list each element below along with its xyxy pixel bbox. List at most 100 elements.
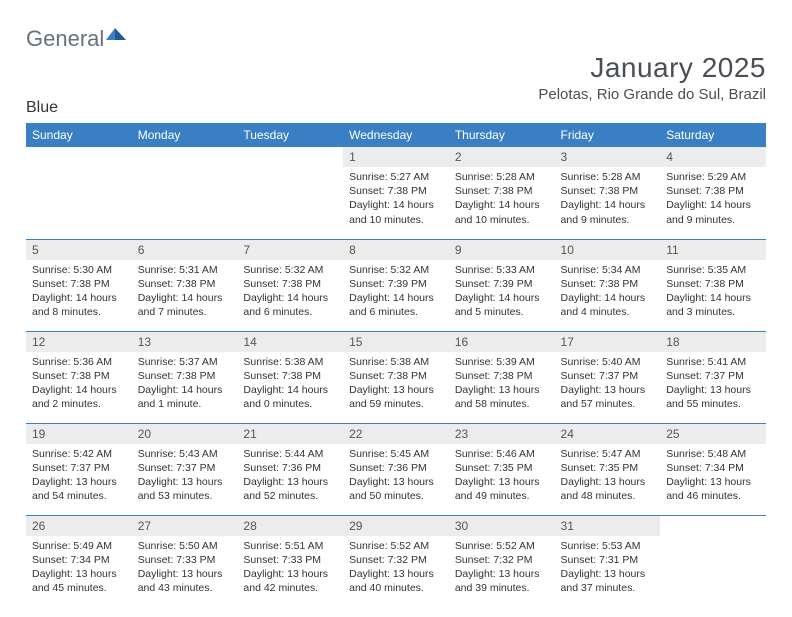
weekday-header: Wednesday [343, 123, 449, 147]
day-number: 26 [26, 516, 132, 536]
weekday-header: Saturday [660, 123, 766, 147]
day-details: Sunrise: 5:32 AMSunset: 7:39 PMDaylight:… [343, 260, 449, 324]
weekday-header-row: Sunday Monday Tuesday Wednesday Thursday… [26, 123, 766, 147]
day-details: Sunrise: 5:47 AMSunset: 7:35 PMDaylight:… [555, 444, 661, 508]
day-number: 1 [343, 147, 449, 167]
day-number: 3 [555, 147, 661, 167]
day-number: 19 [26, 424, 132, 444]
day-number: 15 [343, 332, 449, 352]
calendar-day-cell: . [26, 147, 132, 239]
day-number: 2 [449, 147, 555, 167]
day-details: Sunrise: 5:34 AMSunset: 7:38 PMDaylight:… [555, 260, 661, 324]
calendar-week-row: 19Sunrise: 5:42 AMSunset: 7:37 PMDayligh… [26, 423, 766, 515]
calendar-day-cell: 14Sunrise: 5:38 AMSunset: 7:38 PMDayligh… [237, 331, 343, 423]
day-details: Sunrise: 5:52 AMSunset: 7:32 PMDaylight:… [449, 536, 555, 600]
calendar-week-row: 5Sunrise: 5:30 AMSunset: 7:38 PMDaylight… [26, 239, 766, 331]
day-details: Sunrise: 5:32 AMSunset: 7:38 PMDaylight:… [237, 260, 343, 324]
calendar-day-cell: 2Sunrise: 5:28 AMSunset: 7:38 PMDaylight… [449, 147, 555, 239]
day-number: 4 [660, 147, 766, 167]
calendar-day-cell: 18Sunrise: 5:41 AMSunset: 7:37 PMDayligh… [660, 331, 766, 423]
calendar-day-cell: 27Sunrise: 5:50 AMSunset: 7:33 PMDayligh… [132, 515, 238, 607]
day-details: Sunrise: 5:50 AMSunset: 7:33 PMDaylight:… [132, 536, 238, 600]
month-title: January 2025 [26, 52, 766, 84]
day-number: 18 [660, 332, 766, 352]
day-details: Sunrise: 5:38 AMSunset: 7:38 PMDaylight:… [237, 352, 343, 416]
day-details: Sunrise: 5:29 AMSunset: 7:38 PMDaylight:… [660, 167, 766, 231]
day-details: Sunrise: 5:48 AMSunset: 7:34 PMDaylight:… [660, 444, 766, 508]
calendar-day-cell: 5Sunrise: 5:30 AMSunset: 7:38 PMDaylight… [26, 239, 132, 331]
calendar-day-cell: 15Sunrise: 5:38 AMSunset: 7:38 PMDayligh… [343, 331, 449, 423]
day-number: 8 [343, 240, 449, 260]
calendar-day-cell: 30Sunrise: 5:52 AMSunset: 7:32 PMDayligh… [449, 515, 555, 607]
day-number: 5 [26, 240, 132, 260]
day-details: Sunrise: 5:40 AMSunset: 7:37 PMDaylight:… [555, 352, 661, 416]
day-number: 10 [555, 240, 661, 260]
day-number: 24 [555, 424, 661, 444]
calendar-day-cell: 4Sunrise: 5:29 AMSunset: 7:38 PMDaylight… [660, 147, 766, 239]
calendar-day-cell: 13Sunrise: 5:37 AMSunset: 7:38 PMDayligh… [132, 331, 238, 423]
day-details: Sunrise: 5:35 AMSunset: 7:38 PMDaylight:… [660, 260, 766, 324]
day-details: Sunrise: 5:53 AMSunset: 7:31 PMDaylight:… [555, 536, 661, 600]
calendar-day-cell: 29Sunrise: 5:52 AMSunset: 7:32 PMDayligh… [343, 515, 449, 607]
weekday-header: Tuesday [237, 123, 343, 147]
calendar-day-cell: 23Sunrise: 5:46 AMSunset: 7:35 PMDayligh… [449, 423, 555, 515]
day-details: Sunrise: 5:43 AMSunset: 7:37 PMDaylight:… [132, 444, 238, 508]
calendar-table: Sunday Monday Tuesday Wednesday Thursday… [26, 123, 766, 607]
day-number: 7 [237, 240, 343, 260]
calendar-day-cell: 20Sunrise: 5:43 AMSunset: 7:37 PMDayligh… [132, 423, 238, 515]
day-details: Sunrise: 5:42 AMSunset: 7:37 PMDaylight:… [26, 444, 132, 508]
day-details: Sunrise: 5:27 AMSunset: 7:38 PMDaylight:… [343, 167, 449, 231]
day-details: Sunrise: 5:28 AMSunset: 7:38 PMDaylight:… [449, 167, 555, 231]
calendar-day-cell: 24Sunrise: 5:47 AMSunset: 7:35 PMDayligh… [555, 423, 661, 515]
title-block: January 2025 Pelotas, Rio Grande do Sul,… [26, 52, 766, 103]
day-number: 22 [343, 424, 449, 444]
calendar-day-cell: 19Sunrise: 5:42 AMSunset: 7:37 PMDayligh… [26, 423, 132, 515]
calendar-day-cell: 7Sunrise: 5:32 AMSunset: 7:38 PMDaylight… [237, 239, 343, 331]
calendar-day-cell: . [660, 515, 766, 607]
day-number: 14 [237, 332, 343, 352]
calendar-week-row: . . . 1Sunrise: 5:27 AMSunset: 7:38 PMDa… [26, 147, 766, 239]
calendar-week-row: 26Sunrise: 5:49 AMSunset: 7:34 PMDayligh… [26, 515, 766, 607]
calendar-day-cell: 25Sunrise: 5:48 AMSunset: 7:34 PMDayligh… [660, 423, 766, 515]
weekday-header: Sunday [26, 123, 132, 147]
calendar-day-cell: 26Sunrise: 5:49 AMSunset: 7:34 PMDayligh… [26, 515, 132, 607]
calendar-day-cell: 16Sunrise: 5:39 AMSunset: 7:38 PMDayligh… [449, 331, 555, 423]
day-number: 25 [660, 424, 766, 444]
calendar-day-cell: 17Sunrise: 5:40 AMSunset: 7:37 PMDayligh… [555, 331, 661, 423]
day-details: Sunrise: 5:37 AMSunset: 7:38 PMDaylight:… [132, 352, 238, 416]
weekday-header: Friday [555, 123, 661, 147]
calendar-day-cell: 12Sunrise: 5:36 AMSunset: 7:38 PMDayligh… [26, 331, 132, 423]
day-number: 11 [660, 240, 766, 260]
day-details: Sunrise: 5:45 AMSunset: 7:36 PMDaylight:… [343, 444, 449, 508]
day-number: 6 [132, 240, 238, 260]
day-details: Sunrise: 5:31 AMSunset: 7:38 PMDaylight:… [132, 260, 238, 324]
calendar-day-cell: 31Sunrise: 5:53 AMSunset: 7:31 PMDayligh… [555, 515, 661, 607]
day-number: 29 [343, 516, 449, 536]
day-number: 28 [237, 516, 343, 536]
day-details: Sunrise: 5:41 AMSunset: 7:37 PMDaylight:… [660, 352, 766, 416]
calendar-page: General January 2025 Pelotas, Rio Grande… [0, 0, 792, 617]
calendar-day-cell: 10Sunrise: 5:34 AMSunset: 7:38 PMDayligh… [555, 239, 661, 331]
day-details: Sunrise: 5:46 AMSunset: 7:35 PMDaylight:… [449, 444, 555, 508]
calendar-day-cell: 28Sunrise: 5:51 AMSunset: 7:33 PMDayligh… [237, 515, 343, 607]
day-details: Sunrise: 5:30 AMSunset: 7:38 PMDaylight:… [26, 260, 132, 324]
day-details: Sunrise: 5:38 AMSunset: 7:38 PMDaylight:… [343, 352, 449, 416]
weekday-header: Monday [132, 123, 238, 147]
day-number: 16 [449, 332, 555, 352]
day-number: 23 [449, 424, 555, 444]
logo: General [26, 26, 766, 52]
calendar-day-cell: 11Sunrise: 5:35 AMSunset: 7:38 PMDayligh… [660, 239, 766, 331]
calendar-day-cell: 9Sunrise: 5:33 AMSunset: 7:39 PMDaylight… [449, 239, 555, 331]
header: General January 2025 Pelotas, Rio Grande… [26, 26, 766, 117]
calendar-day-cell: 3Sunrise: 5:28 AMSunset: 7:38 PMDaylight… [555, 147, 661, 239]
logo-mark-icon [106, 20, 126, 34]
weekday-header: Thursday [449, 123, 555, 147]
calendar-day-cell: 8Sunrise: 5:32 AMSunset: 7:39 PMDaylight… [343, 239, 449, 331]
day-details: Sunrise: 5:49 AMSunset: 7:34 PMDaylight:… [26, 536, 132, 600]
calendar-day-cell: 21Sunrise: 5:44 AMSunset: 7:36 PMDayligh… [237, 423, 343, 515]
calendar-day-cell: 1Sunrise: 5:27 AMSunset: 7:38 PMDaylight… [343, 147, 449, 239]
day-details: Sunrise: 5:33 AMSunset: 7:39 PMDaylight:… [449, 260, 555, 324]
day-number: 17 [555, 332, 661, 352]
day-number: 13 [132, 332, 238, 352]
calendar-day-cell: 6Sunrise: 5:31 AMSunset: 7:38 PMDaylight… [132, 239, 238, 331]
